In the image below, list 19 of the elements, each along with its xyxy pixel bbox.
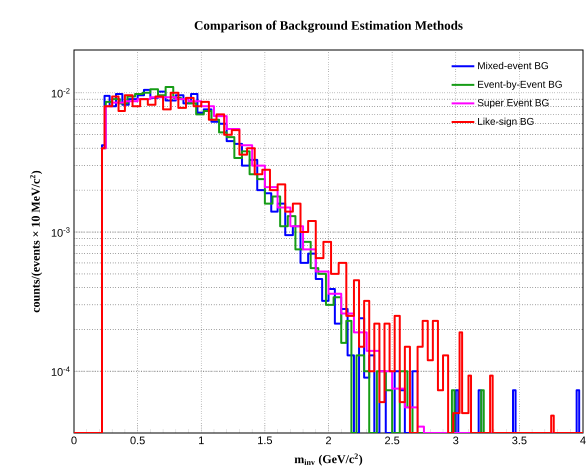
x-tick-label: 4: [580, 436, 586, 444]
legend-label: Mixed-event BG: [478, 62, 548, 70]
y-tick-label: 10$^{-2}$: [52, 88, 70, 98]
x-tick-label: 1: [199, 436, 204, 444]
legend-label: Event-by-Event BG: [478, 80, 562, 90]
x-tick-label: 2: [326, 436, 331, 444]
y-axis-title: counts/(events × 10 MeV/c$^{2}$): [30, 170, 42, 312]
x-tick-label: 2.5: [385, 436, 400, 444]
x-tick-label: 0.5: [130, 436, 145, 444]
x-tick-label: 1.5: [258, 436, 272, 444]
legend-label: Super Event BG: [478, 99, 549, 108]
x-tick-label: 3: [453, 436, 458, 444]
y-tick-label: 10$^{-3}$: [52, 227, 70, 237]
legend-label: Like-sign BG: [478, 118, 534, 127]
y-tick-label: 10$^{-4}$: [52, 366, 70, 376]
x-tick-label: 3.5: [512, 436, 527, 444]
x-axis-title: m$_{inv}$ (GeV/c$^{2}$): [294, 453, 362, 466]
x-tick-label: 0: [71, 436, 77, 444]
chart-title: Comparison of Background Estimation Methods: [194, 20, 463, 33]
